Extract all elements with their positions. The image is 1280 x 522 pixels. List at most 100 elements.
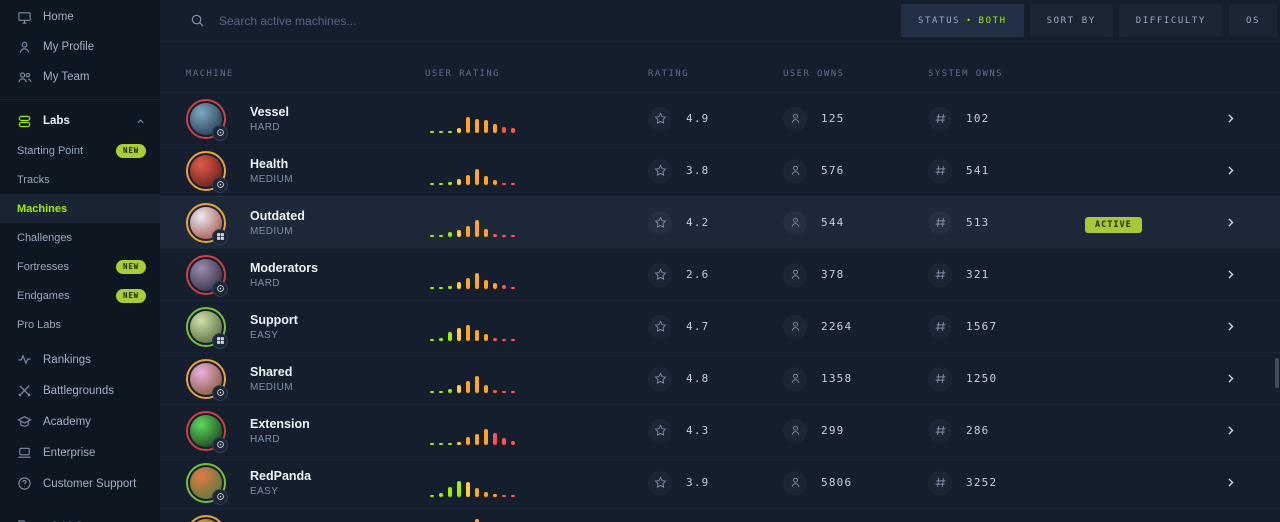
sidebar-item-rankings[interactable]: Rankings: [0, 344, 160, 375]
sidebar-item-my-team[interactable]: My Team: [0, 62, 160, 92]
rating-bar: [502, 338, 506, 341]
rating-bar: [475, 168, 479, 185]
os-filter-button[interactable]: OS: [1228, 4, 1277, 37]
rating-bar: [484, 384, 488, 393]
rating-bar: [484, 119, 488, 133]
difficulty-filter-button[interactable]: DIFFICULTY: [1118, 4, 1223, 37]
column-header-user-rating: USER RATING: [425, 69, 501, 79]
chevron-right-icon[interactable]: [1224, 268, 1237, 281]
sidebar-item-label: Enterprise: [43, 446, 96, 459]
hash-icon: [928, 159, 952, 183]
sidebar-item-label: Academy: [43, 415, 91, 428]
machine-name: Outdated: [250, 208, 305, 223]
machine-row[interactable]: Shared MEDIUM 4.8 1358 1250: [160, 352, 1280, 404]
hash-icon: [928, 107, 952, 131]
version-selector[interactable]: v 3.18.0: [0, 511, 160, 522]
rating-bar: [475, 329, 479, 341]
rating-bar: [511, 440, 515, 445]
rating-value: 4.8: [686, 372, 710, 385]
sidebar-item-my-profile[interactable]: My Profile: [0, 32, 160, 62]
rating-bar: [484, 279, 488, 289]
windows-icon: [212, 332, 228, 349]
system-owns-value: 1250: [966, 372, 998, 385]
chevron-right-icon[interactable]: [1224, 424, 1237, 437]
filter-label: DIFFICULTY: [1135, 15, 1206, 26]
machine-row[interactable]: [160, 508, 1280, 522]
linux-icon: [212, 436, 228, 453]
rating-value: 4.9: [686, 112, 710, 125]
sort-by-filter-button[interactable]: SORT BY: [1029, 4, 1113, 37]
machine-list: Vessel HARD 4.9 125 102: [160, 92, 1280, 522]
chevron-right-icon[interactable]: [1224, 164, 1237, 177]
rating-bar: [493, 493, 497, 497]
search-box: [190, 13, 901, 28]
sidebar-item-label: Labs: [43, 115, 70, 127]
machine-row[interactable]: Support EASY 4.7 2264 1567: [160, 300, 1280, 352]
user-owns-value: 378: [821, 268, 845, 281]
sidebar-item-battlegrounds[interactable]: Battlegrounds: [0, 375, 160, 406]
rating-bar: [430, 338, 434, 341]
rating-bar: [439, 182, 443, 185]
rating-bar: [502, 234, 506, 237]
star-icon: [648, 367, 672, 391]
rating-bar: [448, 442, 452, 445]
sidebar-item-labs[interactable]: Labs: [0, 106, 160, 136]
machine-avatar: [186, 358, 228, 401]
machine-name: Support: [250, 312, 298, 327]
sidebar: Home My Profile My Team Labs Starting Po…: [0, 0, 160, 522]
user-rating-chart: [430, 321, 515, 341]
sidebar-item-machines[interactable]: Machines: [0, 194, 160, 223]
machine-row[interactable]: Moderators HARD 2.6 378 321: [160, 248, 1280, 300]
sidebar-item-starting-point[interactable]: Starting Point NEW: [0, 136, 160, 165]
status-filter-button[interactable]: STATUS • BOTH: [901, 4, 1024, 37]
sidebar-item-challenges[interactable]: Challenges: [0, 223, 160, 252]
sidebar-item-pro-labs[interactable]: Pro Labs: [0, 310, 160, 339]
help-circle-icon: [17, 476, 32, 491]
rating-bar: [439, 234, 443, 237]
rating-bar: [502, 390, 506, 393]
user-owns-value: 125: [821, 112, 845, 125]
rating-bar: [448, 486, 452, 497]
hash-icon: [928, 263, 952, 287]
sidebar-item-label: Tracks: [17, 173, 50, 186]
sidebar-item-label: Endgames: [17, 289, 70, 302]
table-header: MACHINE USER RATING RATING USER OWNS SYS…: [160, 42, 1280, 92]
machine-difficulty: HARD: [250, 277, 280, 289]
sidebar-item-tracks[interactable]: Tracks: [0, 165, 160, 194]
rating-bar: [448, 388, 452, 393]
rating-bar: [439, 337, 443, 341]
sidebar-item-endgames[interactable]: Endgames NEW: [0, 281, 160, 310]
rating-bar: [511, 390, 515, 393]
machine-row[interactable]: RedPanda EASY 3.9 5806 3252: [160, 456, 1280, 508]
sidebar-item-fortresses[interactable]: Fortresses NEW: [0, 252, 160, 281]
machine-name: Moderators: [250, 260, 319, 275]
scrollbar-thumb[interactable]: [1275, 358, 1279, 388]
chevron-right-icon[interactable]: [1224, 476, 1237, 489]
chevron-right-icon[interactable]: [1224, 216, 1237, 229]
search-input[interactable]: [219, 13, 539, 28]
sidebar-item-label: Machines: [17, 202, 68, 215]
sidebar-item-academy[interactable]: Academy: [0, 406, 160, 437]
machine-row[interactable]: Extension HARD 4.3 299 286: [160, 404, 1280, 456]
machine-row[interactable]: Vessel HARD 4.9 125 102: [160, 92, 1280, 144]
user-rating-chart: [430, 165, 515, 185]
machine-name: Health: [250, 156, 289, 171]
user-owns-value: 5806: [821, 476, 853, 489]
sidebar-item-customer-support[interactable]: Customer Support: [0, 468, 160, 499]
rating-bar: [475, 219, 479, 237]
machine-row[interactable]: Outdated MEDIUM 4.2 544 513 ACTIVE: [160, 196, 1280, 248]
machine-difficulty: MEDIUM: [250, 225, 293, 237]
machine-row[interactable]: Health MEDIUM 3.8 576 541: [160, 144, 1280, 196]
chevron-right-icon[interactable]: [1224, 372, 1237, 385]
rating-bar: [430, 130, 434, 133]
chevron-right-icon[interactable]: [1224, 112, 1237, 125]
rating-value: 4.7: [686, 320, 710, 333]
sidebar-item-enterprise[interactable]: Enterprise: [0, 437, 160, 468]
chevron-right-icon[interactable]: [1224, 320, 1237, 333]
sidebar-item-home[interactable]: Home: [0, 2, 160, 32]
rating-bar: [439, 442, 443, 445]
graduation-cap-icon: [17, 414, 32, 429]
filter-label: OS: [1245, 15, 1260, 26]
rating-bar: [448, 331, 452, 341]
rating-bar: [448, 231, 452, 237]
